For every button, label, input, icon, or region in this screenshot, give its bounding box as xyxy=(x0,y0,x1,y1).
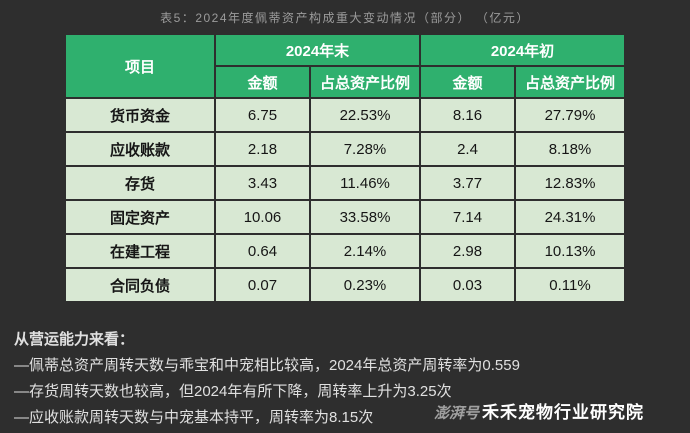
header-ratio-start: 占总资产比例 xyxy=(514,65,626,99)
cell-value: 22.53% xyxy=(309,97,421,133)
page-title: 表5：2024年度佩蒂资产构成重大变动情况（部分） （亿元） xyxy=(160,11,530,25)
cell-value: 10.13% xyxy=(514,233,626,269)
cell-value: 0.03 xyxy=(419,267,516,303)
header-group-2024-end: 2024年末 xyxy=(214,33,421,67)
table-row: 在建工程 0.64 2.14% 2.98 10.13% xyxy=(64,233,626,269)
table-row: 存货 3.43 11.46% 3.77 12.83% xyxy=(64,165,626,201)
note-line: —佩蒂总资产周转天数与乖宝和中宠相比较高，2024年总资产周转率为0.559 xyxy=(14,357,520,374)
cell-value: 0.23% xyxy=(309,267,421,303)
cell-value: 7.28% xyxy=(309,131,421,167)
row-label: 固定资产 xyxy=(64,199,216,235)
cell-value: 33.58% xyxy=(309,199,421,235)
cell-value: 8.18% xyxy=(514,131,626,167)
analysis-notes: 从营运能力来看： —佩蒂总资产周转天数与乖宝和中宠相比较高，2024年总资产周转… xyxy=(14,327,690,431)
cell-value: 3.43 xyxy=(214,165,311,201)
cell-value: 7.14 xyxy=(419,199,516,235)
header-item-column: 项目 xyxy=(64,33,216,99)
table-row: 合同负债 0.07 0.23% 0.03 0.11% xyxy=(64,267,626,303)
cell-value: 2.4 xyxy=(419,131,516,167)
cell-value: 2.14% xyxy=(309,233,421,269)
cell-value: 27.79% xyxy=(514,97,626,133)
header-group-2024-start: 2024年初 xyxy=(419,33,626,67)
header-amount-start: 金额 xyxy=(419,65,516,99)
pengpai-logo: 澎湃号 xyxy=(433,405,479,422)
row-label: 应收账款 xyxy=(64,131,216,167)
cell-value: 0.64 xyxy=(214,233,311,269)
brand-text: 禾禾宠物行业研究院 xyxy=(482,403,644,422)
row-label: 存货 xyxy=(64,165,216,201)
cell-value: 0.07 xyxy=(214,267,311,303)
cell-value: 3.77 xyxy=(419,165,516,201)
table-row: 货币资金 6.75 22.53% 8.16 27.79% xyxy=(64,97,626,133)
cell-value: 12.83% xyxy=(514,165,626,201)
notes-heading: 从营运能力来看： xyxy=(14,331,135,348)
cell-value: 2.18 xyxy=(214,131,311,167)
cell-value: 8.16 xyxy=(419,97,516,133)
cell-value: 10.06 xyxy=(214,199,311,235)
header-amount-end: 金额 xyxy=(214,65,311,99)
cell-value: 11.46% xyxy=(309,165,421,201)
table-row: 固定资产 10.06 33.58% 7.14 24.31% xyxy=(64,199,626,235)
note-line: —应收账款周转天数与中宠基本持平，周转率为8.15次 xyxy=(14,409,374,426)
cell-value: 24.31% xyxy=(514,199,626,235)
header-ratio-end: 占总资产比例 xyxy=(309,65,421,99)
asset-table: 项目 2024年末 2024年初 金额 占总资产比例 金额 占总资产比例 货币资… xyxy=(64,33,626,303)
table-header-group-row: 项目 2024年末 2024年初 xyxy=(64,33,626,99)
row-label: 在建工程 xyxy=(64,233,216,269)
watermark: 澎湃号 禾禾宠物行业研究院 xyxy=(434,398,644,423)
cell-value: 0.11% xyxy=(514,267,626,303)
cell-value: 6.75 xyxy=(214,97,311,133)
cell-value: 2.98 xyxy=(419,233,516,269)
table-row: 应收账款 2.18 7.28% 2.4 8.18% xyxy=(64,131,626,167)
row-label: 货币资金 xyxy=(64,97,216,133)
note-line: —存货周转天数也较高，但2024年有所下降，周转率上升为3.25次 xyxy=(14,383,452,400)
table-header-sub-row: 金额 占总资产比例 金额 占总资产比例 xyxy=(65,65,626,99)
row-label: 合同负债 xyxy=(64,267,216,303)
